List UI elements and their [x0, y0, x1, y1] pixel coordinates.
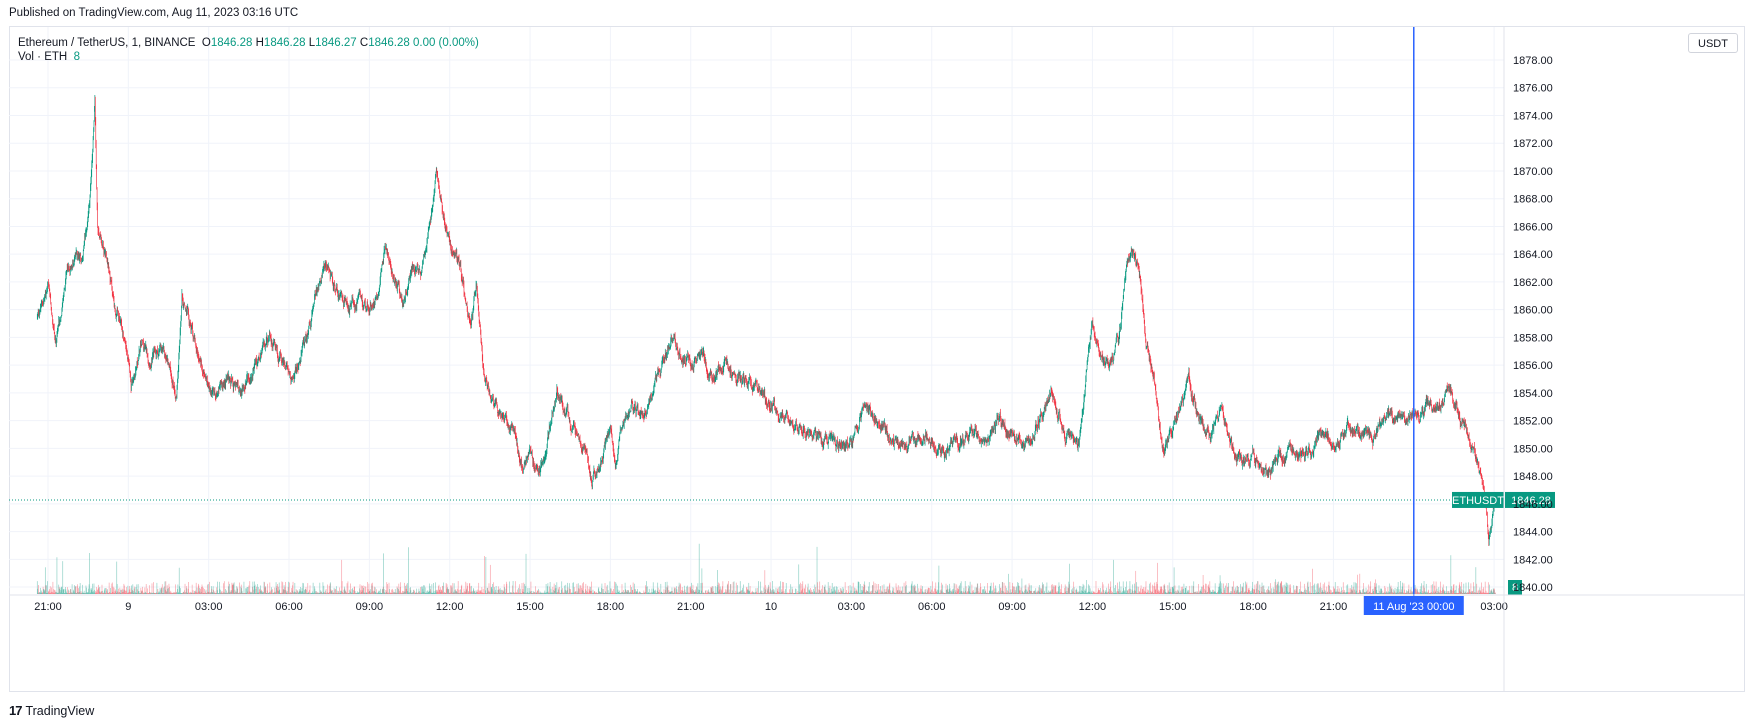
volume-bars	[36, 543, 1496, 594]
chart-grid	[9, 27, 1504, 594]
candles	[36, 95, 1496, 546]
chart-frame	[9, 26, 1745, 692]
published-caption: Published on TradingView.com, Aug 11, 20…	[9, 7, 299, 19]
